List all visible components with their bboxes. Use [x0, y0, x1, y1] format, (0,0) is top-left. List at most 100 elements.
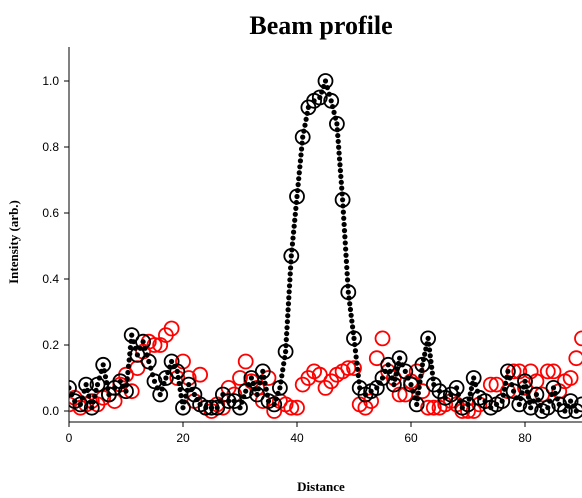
dotted-line-dot: [336, 156, 343, 162]
dotted-line-dot: [528, 405, 534, 411]
axes: 0.0 0.2 0.4 0.6 0.8 1.0 0 20 40 60 80: [42, 47, 582, 445]
black-data-point: [294, 129, 311, 146]
dotted-line-dot: [285, 313, 291, 319]
black-data-point: [334, 191, 351, 208]
dotted-line-dot: [287, 277, 293, 283]
dotted-line-dot: [287, 271, 293, 277]
y-tick-label: 1.0: [42, 74, 59, 88]
dotted-line-dot: [146, 358, 152, 365]
dotted-line-dot: [291, 223, 297, 229]
black-data-point: [323, 92, 340, 109]
dotted-line-dot: [393, 371, 399, 377]
red-data-point: [232, 370, 248, 386]
dotted-line-dot: [344, 271, 350, 277]
dotted-line-dot: [341, 221, 347, 228]
dotted-line-dot: [522, 378, 528, 384]
dotted-line-dot: [127, 344, 134, 351]
black-data-point: [277, 343, 294, 360]
dotted-line-dot: [355, 372, 361, 379]
red-data-point: [237, 353, 254, 370]
dotted-line-dot: [286, 289, 292, 295]
dotted-line-dot: [345, 289, 351, 295]
black-data-point: [448, 379, 465, 396]
dotted-line-dot: [297, 164, 303, 170]
black-data-point: [328, 116, 345, 132]
black-data-point: [317, 73, 334, 89]
dotted-line-dot: [343, 252, 349, 258]
black-data-point: [175, 399, 191, 416]
dotted-line-dot: [89, 405, 95, 411]
dotted-line-dot: [262, 380, 268, 386]
dotted-line-dot: [169, 358, 175, 365]
dotted-line-dot: [516, 401, 522, 407]
red-data-point: [545, 363, 562, 380]
dotted-line-dot: [284, 325, 290, 331]
dotted-line-dot: [550, 385, 557, 391]
black-data-point: [157, 370, 174, 386]
red-data-point: [562, 370, 579, 386]
black-data-point: [220, 393, 237, 410]
dotted-line-dot: [294, 193, 300, 200]
dotted-line-dot: [298, 152, 304, 158]
dotted-line-dot: [335, 138, 341, 145]
dotted-line-dot: [283, 349, 289, 355]
black-data-point: [140, 353, 157, 370]
black-data-point: [152, 386, 169, 403]
black-data-point: [72, 396, 89, 413]
black-data-point: [568, 403, 582, 419]
red-data-point: [283, 399, 300, 416]
dotted-line-dot: [331, 109, 337, 115]
y-tick-label: 0.8: [42, 140, 59, 154]
dotted-line-dot: [86, 393, 92, 399]
dotted-line-dot: [343, 246, 349, 252]
dotted-line-dot: [338, 173, 344, 180]
black-data-point: [380, 356, 397, 373]
dotted-line-dot: [280, 367, 286, 373]
black-data-point: [528, 386, 545, 403]
dotted-line-dot: [354, 366, 361, 372]
dotted-line-dot: [337, 168, 344, 174]
black-data-point: [83, 399, 100, 416]
black-data-point: [505, 383, 522, 400]
dotted-line-dot: [353, 354, 359, 360]
red-data-point: [425, 399, 442, 416]
dotted-line-dot: [123, 388, 129, 394]
dotted-line-dot: [352, 348, 359, 354]
dotted-line-dot: [422, 351, 428, 357]
black-data-point: [545, 379, 562, 396]
dotted-line-dot: [177, 386, 183, 393]
black-data-point: [414, 356, 431, 373]
dotted-line-dot: [295, 182, 301, 188]
black-data-point: [517, 373, 533, 390]
x-tick-label: 60: [404, 431, 418, 445]
dotted-line-dot: [300, 134, 306, 140]
dotted-line-dot: [385, 362, 391, 368]
dotted-line-dot: [176, 380, 182, 387]
black-series: [69, 73, 582, 419]
dotted-line-dot: [277, 385, 283, 391]
black-data-point: [123, 327, 140, 344]
black-data-point: [391, 350, 408, 367]
dotted-line-dot: [243, 388, 249, 394]
dotted-line-dot: [260, 368, 266, 374]
dotted-line-dot: [180, 405, 186, 411]
dotted-line-dot: [429, 370, 435, 376]
dotted-line-dot: [126, 357, 132, 363]
dotted-line-dot: [186, 382, 192, 388]
dotted-line-dot: [134, 352, 140, 358]
dotted-line-dot: [328, 98, 334, 104]
chart-title: Beam profile: [249, 11, 392, 40]
dotted-line-dot: [293, 205, 299, 211]
red-data-point: [574, 330, 582, 347]
dotted-line-dot: [344, 277, 351, 283]
dotted-line-dot: [408, 382, 414, 388]
dotted-line-dot: [334, 121, 340, 127]
black-data-point: [340, 284, 357, 301]
black-data-point: [271, 379, 288, 396]
dotted-line-dot: [286, 295, 292, 301]
black-data-point: [346, 330, 362, 347]
black-data-point: [311, 89, 328, 106]
dotted-line-dot: [427, 353, 433, 359]
dotted-line-dot: [336, 144, 342, 150]
